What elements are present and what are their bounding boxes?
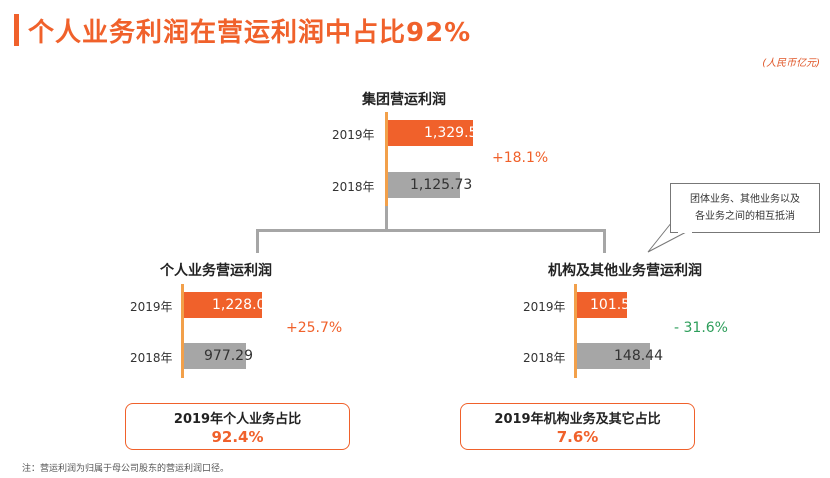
value-label: 148.44 (614, 348, 663, 364)
bar-2018 (577, 343, 650, 369)
bar-2019 (388, 120, 473, 146)
change-label: +25.7% (286, 320, 343, 336)
bar-2019 (577, 292, 627, 318)
summary-label: 2019年个人业务占比 (173, 412, 302, 427)
value-label: 1,125.73 (410, 177, 473, 193)
value-label: 101.53 (590, 297, 639, 313)
footnote: 注：营运利润为归属于母公司股东的营运利润口径。 (22, 464, 230, 474)
year-label: 2018年 (523, 351, 566, 365)
summary-label: 2019年机构业务及其它占比 (494, 412, 661, 427)
callout-line: 团体业务、其他业务以及 (690, 194, 800, 205)
bar-2018 (184, 343, 246, 369)
value-label: 977.29 (204, 348, 253, 364)
callout-note: 团体业务、其他业务以及 各业务之间的相互抵消 (670, 183, 820, 233)
summary-personal: 2019年个人业务占比 92.4% (125, 403, 350, 450)
unit-label: (人民币亿元) (762, 58, 820, 69)
year-label: 2018年 (332, 180, 375, 194)
value-label: 1,329.55 (424, 125, 487, 141)
summary-value: 7.6% (556, 428, 599, 446)
year-label: 2019年 (523, 300, 566, 314)
connector-horizontal (256, 229, 606, 232)
chart-axis (181, 284, 184, 378)
summary-value: 92.4% (211, 428, 264, 446)
bar-2018 (388, 172, 460, 198)
callout-line: 各业务之间的相互抵消 (695, 211, 795, 222)
year-label: 2019年 (130, 300, 173, 314)
year-label: 2018年 (130, 351, 173, 365)
chart-axis (385, 112, 388, 206)
page-title: 个人业务利润在营运利润中占比92% (28, 18, 472, 48)
callout-tail-cover (678, 231, 692, 233)
year-label: 2019年 (332, 128, 375, 142)
chart-title: 机构及其他业务营运利润 (548, 263, 702, 279)
title-accent-bar (14, 14, 19, 46)
bar-2019 (184, 292, 262, 318)
change-label: - 31.6% (674, 320, 728, 336)
chart-title: 集团营运利润 (362, 92, 446, 108)
connector-left-drop (256, 229, 259, 253)
summary-institutional: 2019年机构业务及其它占比 7.6% (460, 403, 695, 450)
connector-right-drop (603, 229, 606, 253)
chart-axis (574, 284, 577, 378)
change-label: +18.1% (492, 150, 549, 166)
value-label: 1,228.02 (212, 297, 275, 313)
connector-stem (385, 205, 388, 231)
chart-title: 个人业务营运利润 (160, 263, 272, 279)
